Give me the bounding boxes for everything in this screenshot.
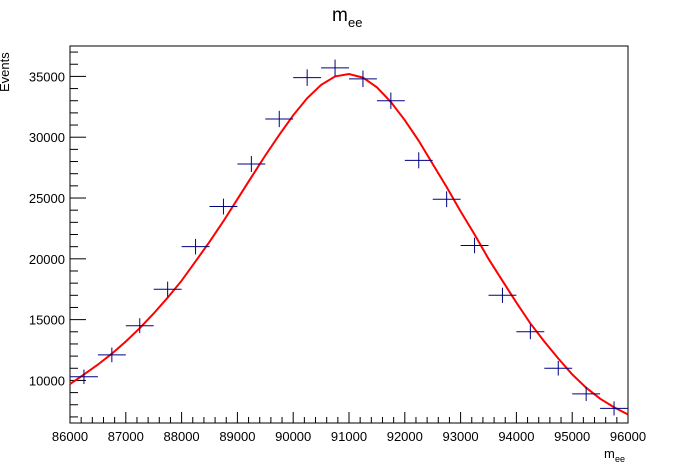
plot-frame bbox=[69, 45, 629, 424]
x-axis-label-main: m bbox=[604, 446, 615, 461]
y-axis-label: Events bbox=[0, 52, 12, 92]
data-point bbox=[460, 237, 489, 254]
y-tick-label: 35000 bbox=[29, 69, 65, 84]
y-tick-label: 10000 bbox=[29, 373, 65, 388]
data-point bbox=[349, 70, 377, 88]
data-points-group bbox=[70, 59, 628, 416]
data-point bbox=[97, 347, 126, 363]
data-point bbox=[376, 92, 405, 109]
data-point bbox=[70, 369, 98, 385]
x-tick-label: 94000 bbox=[498, 429, 534, 444]
data-point bbox=[600, 401, 628, 416]
x-axis-label-subscript: ee bbox=[615, 454, 625, 464]
y-tick-label: 25000 bbox=[29, 191, 65, 206]
data-point bbox=[237, 155, 266, 172]
x-tick-label: 96000 bbox=[610, 429, 646, 444]
fit-curve-group bbox=[69, 72, 629, 416]
data-point bbox=[181, 238, 210, 255]
data-point bbox=[488, 287, 517, 303]
x-tick-label: 87000 bbox=[108, 429, 144, 444]
y-axis: 10000 15000 20000 25000 30000 35000 bbox=[29, 51, 86, 418]
data-point bbox=[544, 360, 573, 376]
data-point bbox=[293, 69, 322, 86]
x-tick-label: 95000 bbox=[554, 429, 590, 444]
x-tick-label: 90000 bbox=[275, 429, 311, 444]
x-axis-label: m ee bbox=[604, 446, 625, 464]
x-tick-label: 89000 bbox=[219, 429, 255, 444]
data-point bbox=[404, 152, 433, 169]
x-tick-label: 92000 bbox=[387, 429, 423, 444]
x-tick-label: 91000 bbox=[331, 429, 367, 444]
chart-title: m ee bbox=[332, 5, 362, 30]
data-point bbox=[516, 324, 545, 340]
y-tick-label: 15000 bbox=[29, 313, 65, 328]
y-tick-label: 20000 bbox=[29, 252, 65, 267]
data-point bbox=[321, 59, 349, 77]
chart-title-main: m bbox=[332, 5, 348, 26]
x-tick-label: 86000 bbox=[52, 429, 88, 444]
chart-title-subscript: ee bbox=[348, 15, 362, 30]
data-point bbox=[153, 281, 182, 297]
x-tick-label: 88000 bbox=[164, 429, 200, 444]
data-point bbox=[572, 386, 601, 401]
data-point bbox=[125, 318, 154, 334]
x-axis: 86000 87000 88000 89000 90000 91000 92000 93000… bbox=[52, 412, 646, 444]
data-point bbox=[209, 198, 238, 215]
data-point bbox=[432, 191, 461, 208]
x-tick-label: 93000 bbox=[443, 429, 479, 444]
data-point bbox=[265, 110, 294, 128]
fit-curve bbox=[69, 72, 629, 416]
y-tick-label: 30000 bbox=[29, 130, 65, 145]
